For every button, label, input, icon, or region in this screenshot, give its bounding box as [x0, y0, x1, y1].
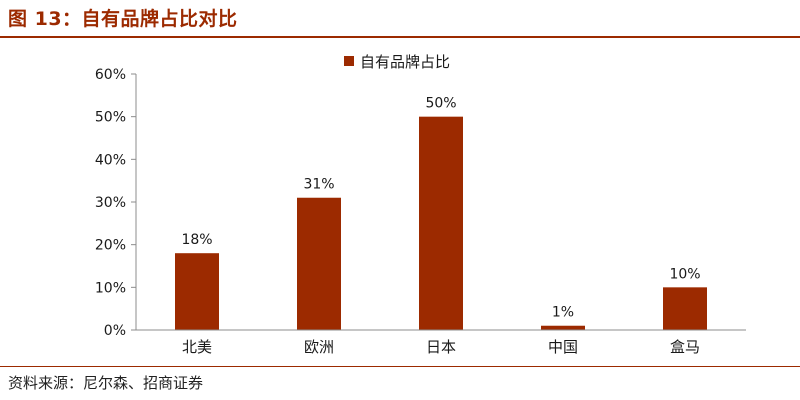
- x-tick-label: 中国: [548, 338, 578, 356]
- data-label: 10%: [669, 266, 700, 282]
- bar: [419, 116, 463, 331]
- x-axis: 北美 欧洲 日本 中国 盒马: [136, 329, 746, 356]
- data-label: 18%: [181, 232, 212, 248]
- y-tick-label: 40%: [95, 152, 126, 168]
- bar: [175, 253, 219, 330]
- legend-swatch: [344, 56, 354, 66]
- bar: [663, 287, 707, 330]
- bar: [541, 325, 585, 330]
- y-tick-label: 10%: [95, 280, 126, 296]
- y-tick-label: 20%: [95, 238, 126, 254]
- footer-divider: [0, 366, 800, 367]
- bar-chart: 自有品牌占比 0%10%20%30%40%50%60% 18%31%50%1%1…: [95, 53, 746, 356]
- x-tick-label: 北美: [182, 338, 212, 356]
- bar: [297, 197, 341, 330]
- legend-label: 自有品牌占比: [360, 53, 450, 71]
- legend: 自有品牌占比: [344, 53, 450, 71]
- y-tick-label: 60%: [95, 67, 126, 83]
- y-tick-label: 50%: [95, 110, 126, 126]
- bars: 18% 31% 50% 1% 10%: [175, 96, 707, 331]
- y-tick-label: 0%: [104, 323, 126, 339]
- x-tick-label: 盒马: [670, 338, 700, 356]
- data-label: 1%: [552, 305, 574, 321]
- data-label: 31%: [303, 177, 334, 193]
- data-label: 50%: [425, 96, 456, 112]
- figure-title: 图 13：自有品牌占比对比: [8, 8, 238, 30]
- source-note: 资料来源：尼尔森、招商证券: [8, 374, 204, 392]
- title-divider: [0, 36, 800, 38]
- y-tick-label: 30%: [95, 195, 126, 211]
- x-tick-label: 日本: [426, 338, 456, 356]
- x-tick-label: 欧洲: [304, 338, 334, 356]
- y-axis: 0% 10% 20% 30% 40% 50% 60%: [95, 67, 137, 339]
